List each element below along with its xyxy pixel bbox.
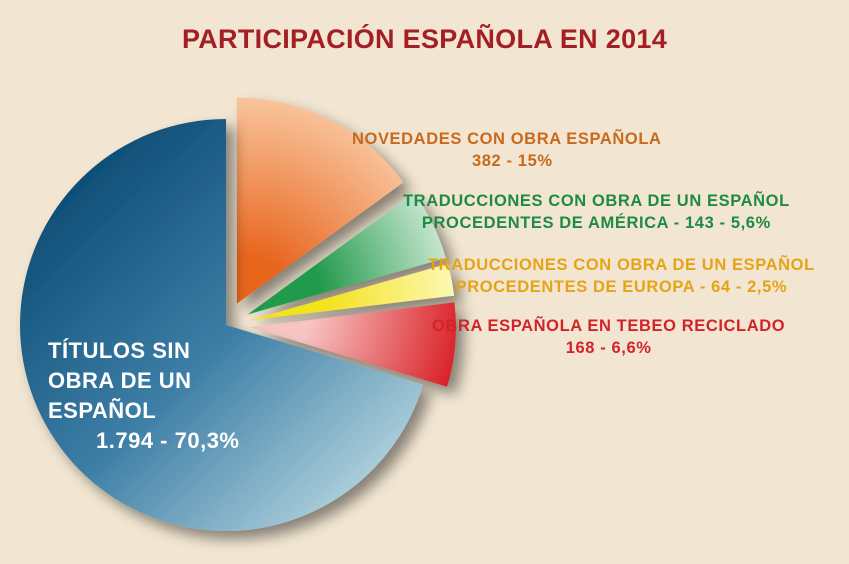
pie-slice-trad-america	[247, 193, 446, 315]
pie-slice-sin-obra	[20, 119, 424, 531]
label-sin-obra-line4: 1.794 - 70,3%	[96, 428, 240, 453]
label-novedades: NOVEDADES CON OBRA ESPAÑOLA 382 - 15%	[352, 128, 662, 172]
label-tebeo-line1: OBRA ESPAÑOLA EN TEBEO RECICLADO	[432, 317, 786, 335]
label-trad-europa-line1: TRADUCCIONES CON OBRA DE UN ESPAÑOL	[428, 256, 815, 274]
chart-title: PARTICIPACIÓN ESPAÑOLA EN 2014	[181, 24, 668, 54]
pie-slice-novedades	[236, 97, 404, 304]
label-trad-america-line1: TRADUCCIONES CON OBRA DE UN ESPAÑOL	[403, 192, 790, 210]
label-trad-america: TRADUCCIONES CON OBRA DE UN ESPAÑOL PROC…	[403, 190, 790, 234]
label-trad-america-line2: PROCEDENTES DE AMÉRICA - 143 - 5,6%	[421, 214, 771, 232]
label-tebeo-line2: 168 - 6,6%	[565, 339, 652, 357]
pie-slice-trad-europa	[249, 263, 455, 321]
label-sin-obra: TÍTULOS SIN OBRA DE UN ESPAÑOL 1.794 - 7…	[48, 336, 239, 456]
label-trad-europa: TRADUCCIONES CON OBRA DE UN ESPAÑOL PROC…	[428, 254, 815, 298]
label-sin-obra-line2: OBRA DE UN	[48, 368, 192, 393]
pie-slice-tebeo	[249, 302, 456, 387]
label-novedades-line1: NOVEDADES CON OBRA ESPAÑOLA	[352, 130, 662, 148]
label-novedades-line2: 382 - 15%	[472, 152, 553, 170]
label-tebeo: OBRA ESPAÑOLA EN TEBEO RECICLADO 168 - 6…	[432, 315, 785, 359]
label-sin-obra-line1: TÍTULOS SIN	[48, 338, 191, 363]
label-trad-europa-line2: PROCEDENTES DE EUROPA - 64 - 2,5%	[455, 278, 788, 296]
label-sin-obra-line3: ESPAÑOL	[48, 398, 157, 423]
